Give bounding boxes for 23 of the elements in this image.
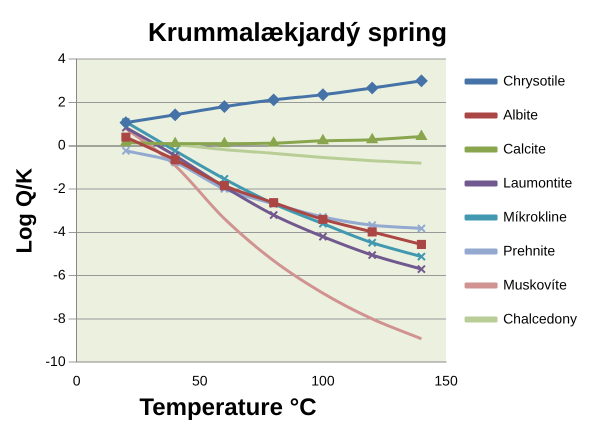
x-tick-label: 50	[192, 372, 208, 388]
chart-title: Krummalækjardý spring	[148, 16, 448, 47]
legend-label: Albite	[503, 106, 538, 122]
legend-label: Calcite	[503, 140, 546, 156]
legend-label: Chalcedony	[503, 310, 577, 326]
x-tick-label: 0	[72, 372, 81, 388]
y-tick-label: 4	[58, 50, 66, 66]
legend-label: Laumontite	[503, 174, 573, 190]
y-tick-label: -2	[53, 180, 66, 196]
x-axis-title: Temperature °C	[138, 394, 318, 422]
y-tick-label: 0	[58, 136, 66, 153]
legend-label: Muskovíte	[503, 276, 568, 292]
y-tick-label: 2	[58, 93, 66, 110]
y-tick-label: -10	[45, 353, 66, 370]
legend-label: Chrysotile	[503, 72, 566, 88]
legend-label: Prehnite	[503, 242, 556, 258]
y-tick-label: -6	[53, 266, 66, 282]
x-tick-label: 150	[434, 372, 458, 388]
legend-label: Míkrokline	[503, 208, 568, 224]
y-tick-label: -8	[53, 310, 66, 326]
y-axis-title: Log Q/K	[11, 168, 36, 254]
x-tick-label: 100	[311, 372, 335, 388]
y-tick-label: -4	[53, 223, 66, 240]
